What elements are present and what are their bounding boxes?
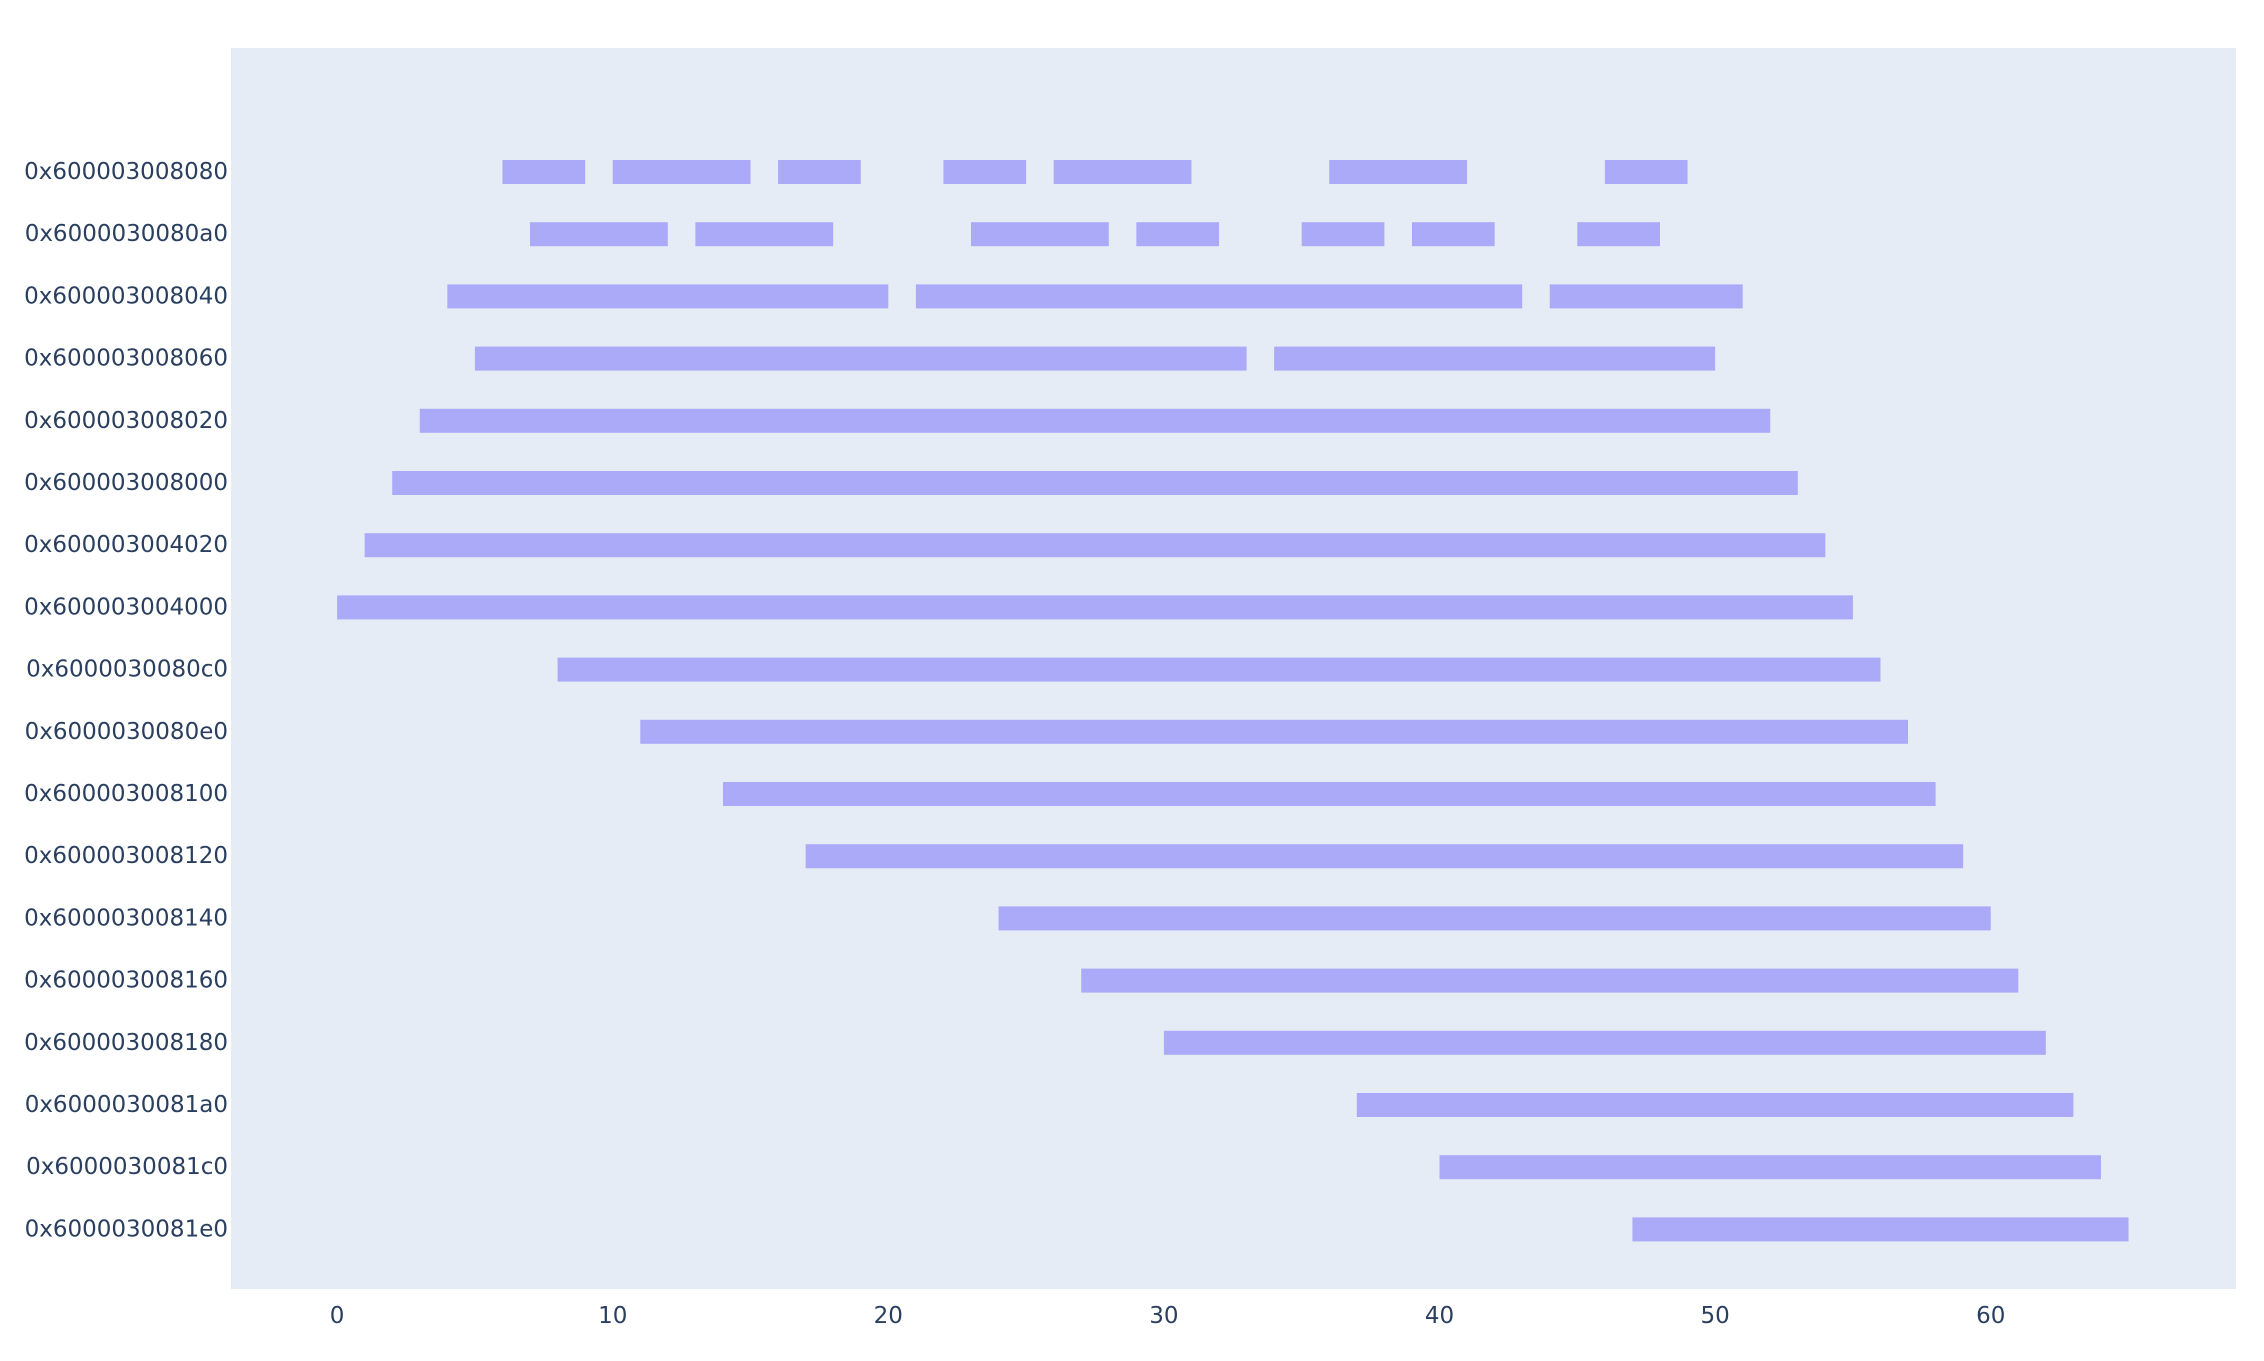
y-tick-label: 0x600003004020: [24, 532, 228, 558]
interval-bar: [915, 284, 1523, 309]
y-tick-label: 0x6000030081c0: [26, 1154, 228, 1180]
interval-bar: [640, 719, 1909, 744]
interval-bar: [502, 160, 586, 184]
interval-bar: [474, 346, 1247, 371]
interval-bar: [419, 408, 1771, 433]
y-tick-label: 0x600003008020: [24, 408, 228, 434]
y-tick-label: 0x600003008100: [24, 781, 228, 807]
x-tick-label: 10: [598, 1303, 627, 1329]
interval-bar: [612, 160, 751, 184]
interval-bar: [722, 782, 1936, 806]
y-tick-label: 0x6000030080e0: [25, 719, 228, 745]
interval-bar: [1632, 1217, 2129, 1242]
interval-bar: [1053, 160, 1192, 184]
y-tick-label: 0x600003008160: [24, 968, 228, 994]
interval-bar: [364, 533, 1826, 558]
x-axis-tick-labels: 0 10 20 30 40 50 60: [330, 1303, 2006, 1329]
y-tick-label: 0x6000030080c0: [26, 657, 228, 683]
interval-bar: [530, 222, 668, 247]
y-tick-label: 0x600003008120: [24, 843, 228, 869]
y-tick-label: 0x6000030081e0: [25, 1216, 228, 1242]
interval-bar: [1136, 222, 1220, 247]
x-tick-label: 50: [1700, 1303, 1729, 1329]
y-tick-label: 0x6000030081a0: [25, 1092, 228, 1118]
x-tick-label: 40: [1425, 1303, 1454, 1329]
x-tick-label: 0: [330, 1303, 345, 1329]
y-tick-label: 0x600003008140: [24, 905, 228, 931]
interval-bar: [778, 160, 861, 184]
interval-bar: [943, 160, 1027, 184]
interval-bar: [1329, 160, 1468, 184]
interval-bar: [337, 595, 1853, 620]
y-tick-label: 0x600003008040: [24, 283, 228, 309]
interval-bar: [1081, 968, 2019, 993]
y-tick-label: 0x600003008000: [24, 470, 228, 496]
interval-bar: [557, 657, 1881, 682]
interval-bar: [805, 844, 1964, 869]
interval-bar: [695, 222, 834, 247]
y-axis-tick-labels: 0x600003008080 0x6000030080a0 0x6000030080…: [24, 159, 228, 1242]
interval-bar: [1439, 1155, 2101, 1180]
interval-bar: [447, 284, 889, 309]
interval-bar: [970, 222, 1109, 247]
interval-bar: [392, 471, 1798, 495]
interval-bar: [1549, 284, 1743, 309]
x-tick-label: 30: [1149, 1303, 1178, 1329]
interval-bar: [1356, 1093, 2074, 1117]
y-tick-label: 0x6000030080a0: [25, 221, 228, 247]
interval-bar: [1604, 160, 1688, 184]
interval-bar: [1274, 346, 1716, 371]
y-tick-label: 0x600003008080: [24, 159, 228, 185]
x-tick-label: 20: [874, 1303, 903, 1329]
y-tick-label: 0x600003008180: [24, 1030, 228, 1056]
x-tick-label: 60: [1976, 1303, 2005, 1329]
interval-bar: [998, 906, 1991, 931]
bars-layer: [337, 160, 2129, 1242]
interval-bar: [1163, 1030, 2046, 1055]
y-tick-label: 0x600003008060: [24, 346, 228, 372]
y-tick-label: 0x600003004000: [24, 594, 228, 620]
interval-bar: [1577, 222, 1660, 247]
interval-bar: [1411, 222, 1495, 247]
interval-bar: [1301, 222, 1385, 247]
